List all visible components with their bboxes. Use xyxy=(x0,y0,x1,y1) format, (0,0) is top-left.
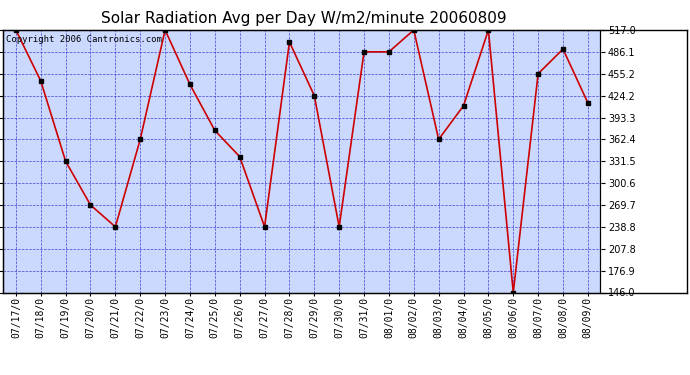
Text: Solar Radiation Avg per Day W/m2/minute 20060809: Solar Radiation Avg per Day W/m2/minute … xyxy=(101,11,506,26)
Text: Copyright 2006 Cantronics.com: Copyright 2006 Cantronics.com xyxy=(6,35,162,44)
